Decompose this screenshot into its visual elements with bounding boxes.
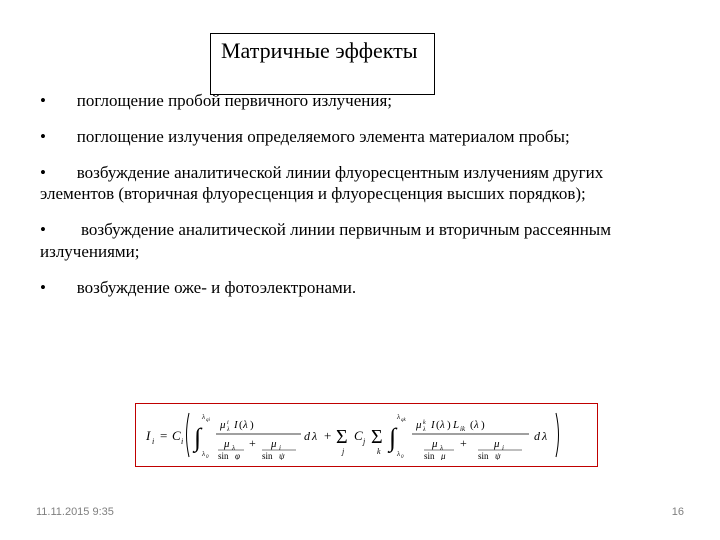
svg-text:sin: sin — [424, 451, 435, 460]
svg-text:j: j — [341, 447, 345, 456]
svg-text:μ: μ — [440, 451, 446, 460]
svg-text:): ) — [447, 419, 451, 431]
svg-text:λ: λ — [201, 450, 205, 458]
svg-text:μ: μ — [270, 438, 277, 450]
svg-text:sin: sin — [478, 451, 489, 460]
svg-text:i: i — [502, 444, 504, 452]
svg-text:I: I — [145, 428, 151, 443]
footer-date: 11.11.2015 9:35 — [36, 506, 114, 518]
svg-text:0: 0 — [206, 455, 209, 460]
svg-text:sin: sin — [262, 451, 273, 460]
svg-text:μ: μ — [219, 419, 226, 431]
svg-text:+: + — [460, 436, 467, 450]
svg-text:λ: λ — [396, 413, 400, 421]
page-title: Матричные эффекты — [210, 33, 435, 95]
svg-text:∫: ∫ — [192, 423, 203, 453]
svg-text:j: j — [362, 437, 366, 446]
svg-text:): ) — [250, 419, 254, 431]
svg-text:ψ: ψ — [495, 451, 501, 460]
footer-page-number: 16 — [672, 506, 684, 518]
formula-box: I i = C i ∫ λqi λ0 μiλ I(λ) μλ sinφ + μi… — [135, 403, 598, 467]
svg-text:0: 0 — [401, 455, 404, 460]
svg-text:λ: λ — [226, 427, 230, 433]
svg-text:C: C — [172, 428, 181, 443]
svg-text:L: L — [452, 419, 459, 431]
svg-text:C: C — [354, 428, 363, 443]
svg-text:i: i — [152, 437, 154, 446]
svg-text:λ: λ — [311, 429, 317, 443]
bullet-list: • поглощение пробой первичного излучения… — [40, 90, 680, 312]
svg-text:qk: qk — [401, 418, 407, 423]
svg-text:qi: qi — [206, 418, 211, 423]
list-item: • поглощение излучения определяемого эле… — [40, 126, 680, 148]
svg-text:μ: μ — [431, 438, 438, 450]
svg-text:λ: λ — [473, 419, 479, 431]
svg-text:k: k — [377, 447, 381, 456]
svg-text:λ: λ — [439, 419, 445, 431]
svg-text:ψ: ψ — [279, 451, 285, 460]
list-item-text: поглощение пробой первичного излучения; — [77, 91, 392, 110]
list-item: • возбуждение аналитической линии первич… — [40, 219, 680, 263]
list-item-text: возбуждение аналитической линии первичны… — [40, 220, 611, 261]
svg-text:λ: λ — [396, 450, 400, 458]
list-item: • возбуждение аналитической линии флуоре… — [40, 162, 680, 206]
svg-text:sin: sin — [218, 451, 229, 460]
svg-text:+: + — [324, 428, 331, 443]
svg-text:i: i — [181, 437, 183, 446]
svg-text:∫: ∫ — [387, 423, 398, 453]
svg-text:): ) — [481, 419, 485, 431]
svg-text:μ: μ — [223, 438, 230, 450]
svg-text:k: k — [423, 420, 426, 426]
svg-text:d: d — [534, 429, 541, 443]
svg-text:μ: μ — [493, 438, 500, 450]
svg-text:λ: λ — [422, 427, 426, 433]
svg-text:λ: λ — [201, 413, 205, 421]
list-item-text: поглощение излучения определяемого элеме… — [77, 127, 570, 146]
list-item: • возбуждение оже- и фотоэлектронами. — [40, 277, 680, 299]
svg-text:φ: φ — [235, 451, 240, 460]
svg-text:Σ: Σ — [371, 426, 383, 448]
svg-text:=: = — [160, 428, 167, 443]
formula-svg: I i = C i ∫ λqi λ0 μiλ I(λ) μλ sinφ + μi… — [144, 410, 589, 460]
list-item: • поглощение пробой первичного излучения… — [40, 90, 680, 112]
svg-text:λ: λ — [541, 429, 547, 443]
list-item-text: возбуждение оже- и фотоэлектронами. — [77, 278, 356, 297]
svg-text:Σ: Σ — [336, 426, 348, 448]
svg-text:i: i — [227, 420, 229, 426]
svg-text:μ: μ — [415, 419, 422, 431]
svg-text:d: d — [304, 429, 311, 443]
list-item-text: возбуждение аналитической линии флуоресц… — [40, 163, 603, 204]
svg-text:+: + — [249, 436, 256, 450]
svg-text:λ: λ — [242, 419, 248, 431]
svg-text:ik: ik — [460, 425, 466, 433]
